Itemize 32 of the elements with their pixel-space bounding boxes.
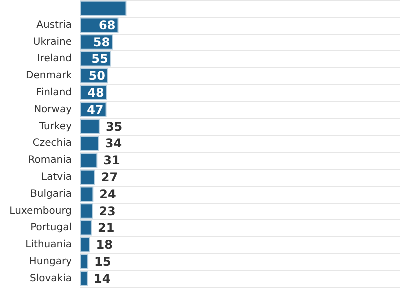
y-tick-label: Luxembourg xyxy=(10,206,72,217)
data-label: 35 xyxy=(106,120,123,134)
data-label: 14 xyxy=(94,272,111,286)
y-tick-label: Turkey xyxy=(38,121,72,132)
data-label: 48 xyxy=(88,86,104,100)
data-label: 31 xyxy=(104,154,120,168)
y-tick-label: Finland xyxy=(36,87,72,98)
data-label: 68 xyxy=(99,18,116,32)
data-label: 47 xyxy=(87,102,104,117)
data-label: 23 xyxy=(99,204,116,218)
data-label: 58 xyxy=(93,35,110,50)
data-label: 21 xyxy=(98,221,115,236)
data-label: 18 xyxy=(96,238,113,252)
y-tick-label: Norway xyxy=(34,104,72,116)
y-tick-label: Latvia xyxy=(42,172,72,183)
y-tick-label: Ukraine xyxy=(33,36,72,48)
y-tick-label: Bulgaria xyxy=(30,188,72,200)
y-tick-label: Hungary xyxy=(29,256,72,268)
y-tick-label: Austria xyxy=(36,20,72,31)
data-label: 15 xyxy=(94,254,112,269)
y-tick-label: Romania xyxy=(28,155,72,166)
y-tick-label: Ireland xyxy=(37,54,72,65)
y-tick-label: Denmark xyxy=(26,70,72,82)
data-label: 24 xyxy=(100,187,116,202)
data-label: 50 xyxy=(88,69,106,84)
data-label: 34 xyxy=(105,136,122,151)
data-label: 27 xyxy=(101,170,118,184)
y-tick-label: Portugal xyxy=(30,222,72,234)
y-tick-label: Slovakia xyxy=(30,273,72,284)
data-label: 55 xyxy=(92,52,108,66)
y-tick-label: Lithuania xyxy=(26,240,72,251)
y-tick-label: Czechia xyxy=(32,138,72,150)
